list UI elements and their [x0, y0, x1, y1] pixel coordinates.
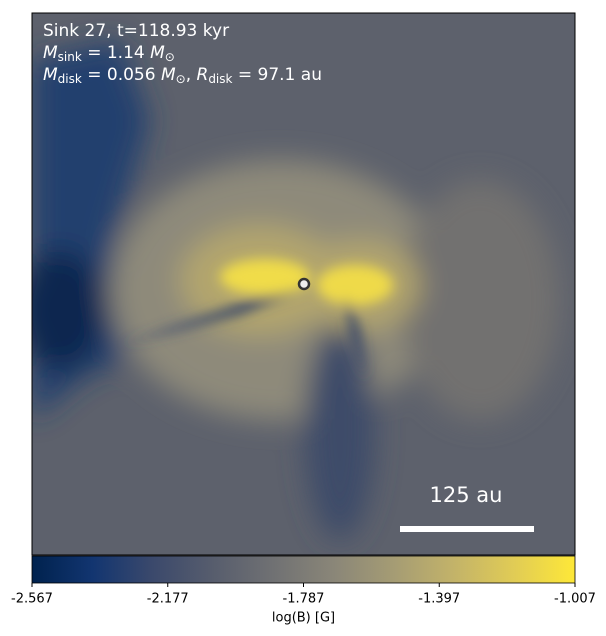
symbol: R: [197, 65, 209, 85]
unit: M: [150, 43, 165, 63]
disk-props: Mdisk = 0.056 M⊙, Rdisk = 97.1 au: [43, 65, 322, 86]
colorbar-tick-label: -1.007: [554, 592, 596, 607]
sub: ⊙: [176, 72, 186, 86]
sub: disk: [58, 72, 82, 86]
sink-marker: [297, 277, 311, 291]
eq: = 1.14: [82, 43, 150, 63]
scale-bar-label: 125 au: [430, 483, 503, 507]
field-image: [32, 13, 575, 555]
symbol: M: [43, 43, 58, 63]
symbol: M: [43, 65, 58, 85]
colorbar-tick-label: -1.787: [283, 592, 325, 607]
eq: = 97.1 au: [232, 65, 322, 85]
sep: ,: [186, 65, 197, 85]
colorbar: [31, 555, 576, 584]
colorbar-tick-label: -1.397: [418, 592, 460, 607]
colorbar-label: log(B) [G]: [272, 611, 335, 626]
colorbar-tick-label: -2.177: [147, 592, 189, 607]
eq: = 0.056: [82, 65, 161, 85]
unit: M: [161, 65, 176, 85]
sink-mass: Msink = 1.14 M⊙: [43, 43, 175, 64]
sub: ⊙: [165, 50, 175, 64]
scale-bar: [400, 526, 534, 532]
colorbar-tick-label: -2.567: [11, 592, 53, 607]
frame: [31, 12, 576, 556]
sub: sink: [58, 50, 82, 64]
sub: disk: [208, 72, 232, 86]
title: Sink 27, t=118.93 kyr: [43, 21, 229, 41]
